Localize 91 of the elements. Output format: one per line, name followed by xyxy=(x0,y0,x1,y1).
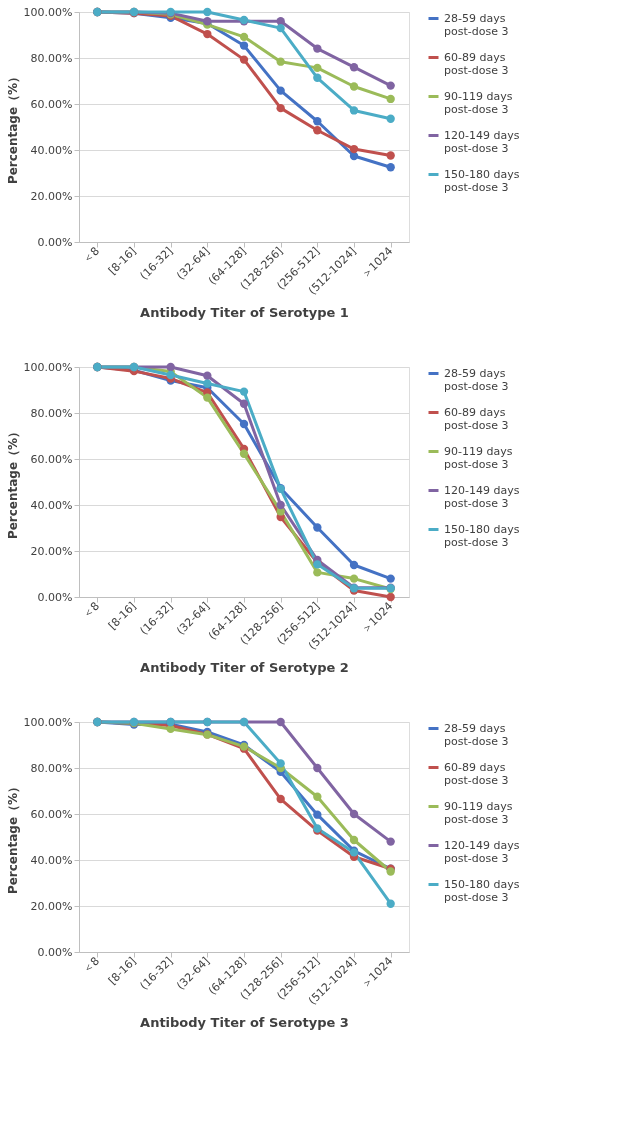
y-tick-label: 80.00% xyxy=(30,406,73,420)
point xyxy=(386,151,395,160)
point xyxy=(349,144,359,154)
point xyxy=(313,44,322,53)
point xyxy=(239,32,249,42)
legend-label: 90-119 days post-dose 3 xyxy=(444,799,513,826)
x-axis-title: Antibody Titer of Serotype 3 xyxy=(140,1014,349,1030)
legend-label: 28-59 days post-dose 3 xyxy=(444,366,509,393)
point xyxy=(203,7,212,17)
point xyxy=(386,114,395,123)
y-tick-label: 40.00% xyxy=(30,498,73,512)
legend-label: 150-180 days post-dose 3 xyxy=(444,877,520,904)
y-axis-title: Percentage（%） xyxy=(5,70,20,185)
point xyxy=(349,560,359,570)
x-axis-title: Antibody Titer of Serotype 2 xyxy=(140,659,349,675)
legend-label: 90-119 days post-dose 3 xyxy=(444,444,513,471)
y-tick-label: 100.00% xyxy=(23,715,73,729)
x-tick-label: ＜8 xyxy=(80,954,103,977)
point xyxy=(386,94,395,104)
legend-label: 60-89 days post-dose 3 xyxy=(444,50,509,77)
legend-label: 150-180 days post-dose 3 xyxy=(444,522,520,549)
point xyxy=(313,126,322,135)
point xyxy=(386,837,395,846)
point xyxy=(313,63,322,73)
point xyxy=(276,23,285,33)
point xyxy=(166,370,175,380)
y-axis-title: Percentage（%） xyxy=(5,780,20,895)
y-tick-label: 20.00% xyxy=(30,189,73,203)
point xyxy=(276,86,285,95)
point xyxy=(349,809,359,819)
point xyxy=(313,73,322,82)
point xyxy=(239,399,249,408)
point xyxy=(349,574,359,583)
point xyxy=(276,103,285,113)
legend-label: 150-180 days post-dose 3 xyxy=(444,167,520,194)
x-tick-label: ＜8 xyxy=(80,244,103,267)
y-tick-label: 60.00% xyxy=(30,452,73,466)
y-tick-label: 60.00% xyxy=(30,97,73,111)
point xyxy=(239,41,249,50)
y-tick-label: 40.00% xyxy=(30,853,73,867)
point xyxy=(386,899,395,908)
point xyxy=(386,81,395,90)
point xyxy=(386,574,395,583)
x-axis-title: Antibody Titer of Serotype 1 xyxy=(140,304,349,320)
legend-label: 90-119 days post-dose 3 xyxy=(444,89,513,116)
y-tick-label: 100.00% xyxy=(23,360,73,374)
y-tick-label: 20.00% xyxy=(30,544,73,558)
point xyxy=(349,82,359,91)
y-tick-label: 80.00% xyxy=(30,51,73,65)
point xyxy=(313,117,322,126)
legend-label: 120-149 days post-dose 3 xyxy=(444,838,520,865)
point xyxy=(313,523,322,532)
y-axis-title: Percentage（%） xyxy=(5,425,20,540)
x-tick-label: ＜8 xyxy=(80,599,103,622)
point xyxy=(203,371,212,380)
y-tick-label: 0.00% xyxy=(37,945,73,959)
y-tick-label: 40.00% xyxy=(30,143,73,157)
legend-label: 60-89 days post-dose 3 xyxy=(444,760,509,787)
point xyxy=(276,500,285,510)
point xyxy=(349,106,359,115)
point xyxy=(386,163,395,172)
point xyxy=(203,29,212,39)
point xyxy=(276,759,285,768)
point xyxy=(349,835,359,845)
point xyxy=(386,592,395,602)
legend-label: 120-149 days post-dose 3 xyxy=(444,128,520,155)
y-tick-label: 0.00% xyxy=(37,235,73,249)
point xyxy=(313,792,322,801)
point xyxy=(239,387,249,396)
point xyxy=(239,55,249,64)
legend-label: 120-149 days post-dose 3 xyxy=(444,483,520,510)
y-tick-label: 80.00% xyxy=(30,761,73,775)
y-tick-label: 100.00% xyxy=(23,5,73,19)
legend-label: 28-59 days post-dose 3 xyxy=(444,721,509,748)
point xyxy=(166,362,175,372)
point xyxy=(313,568,322,577)
point xyxy=(349,63,359,72)
legend-label: 60-89 days post-dose 3 xyxy=(444,405,509,432)
y-tick-label: 20.00% xyxy=(30,899,73,913)
point xyxy=(276,57,285,66)
point xyxy=(203,379,212,388)
point xyxy=(313,810,322,819)
y-tick-label: 0.00% xyxy=(37,590,73,604)
point xyxy=(313,763,322,773)
point xyxy=(239,449,249,458)
point xyxy=(203,393,212,402)
point xyxy=(276,717,285,727)
y-tick-label: 60.00% xyxy=(30,807,73,821)
point xyxy=(276,794,285,804)
legend-label: 28-59 days post-dose 3 xyxy=(444,11,509,38)
point xyxy=(239,419,249,429)
